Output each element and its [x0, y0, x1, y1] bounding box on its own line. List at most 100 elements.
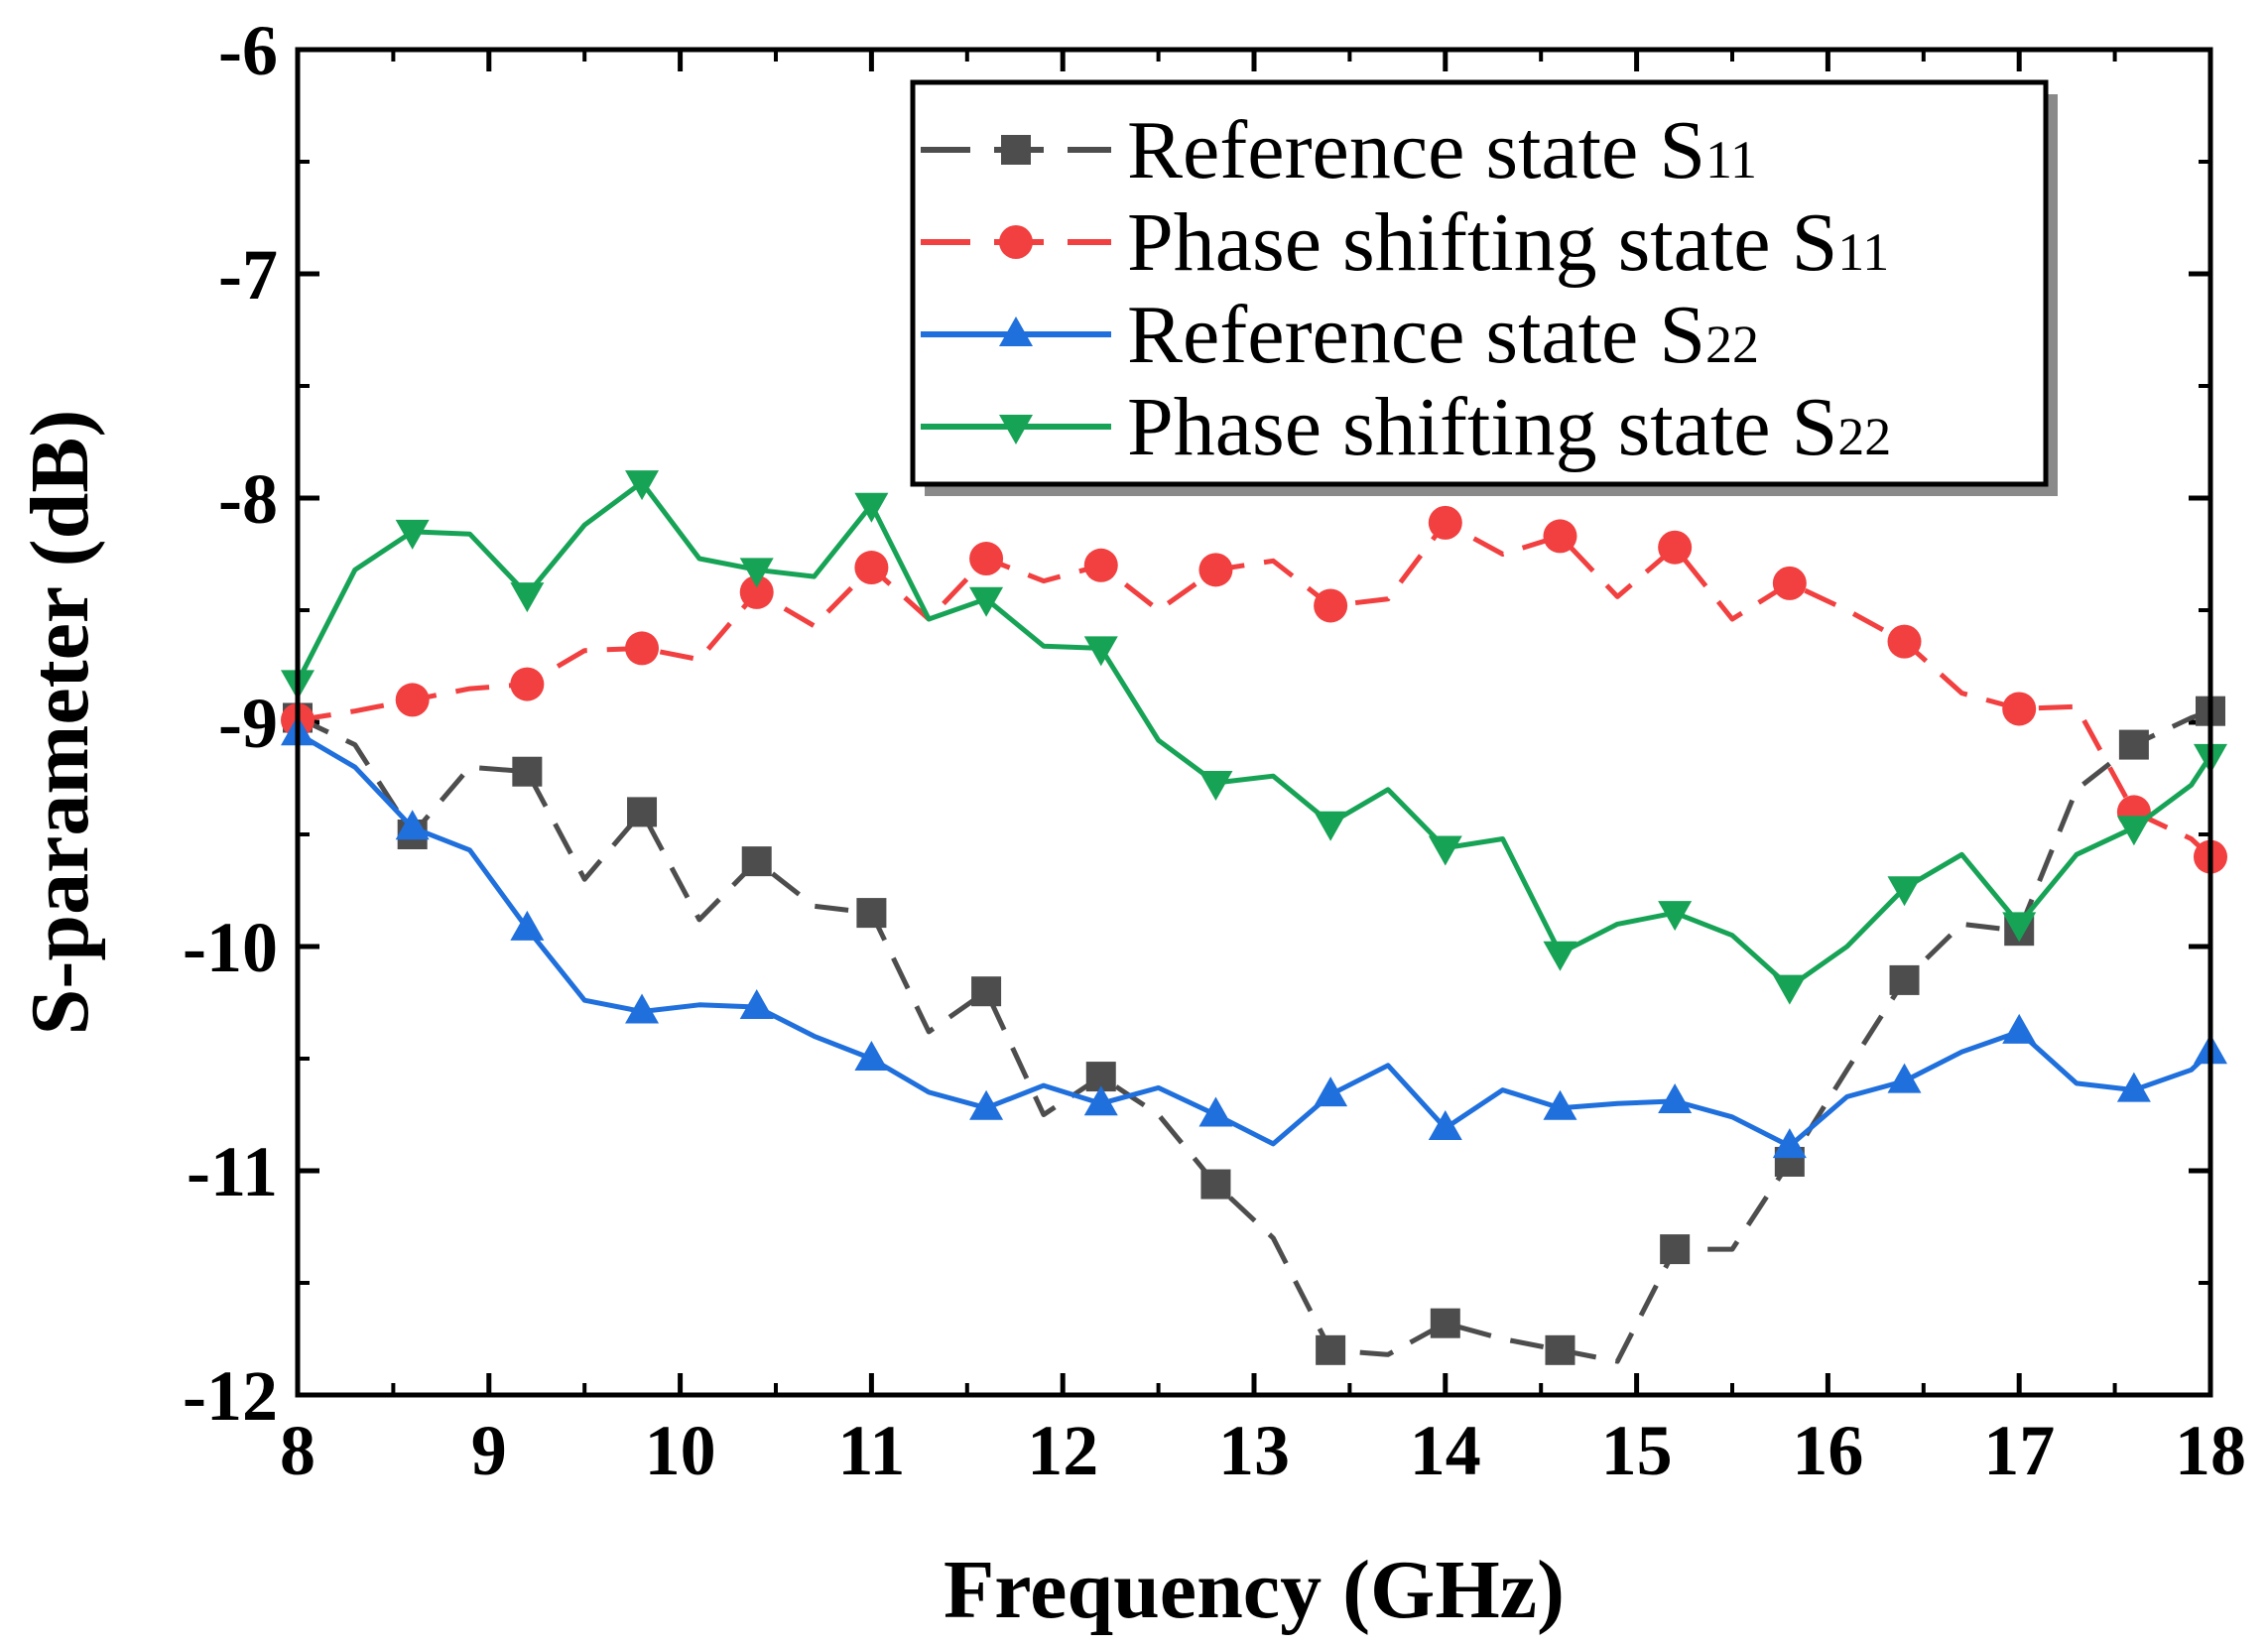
series-2 [281, 505, 2227, 874]
data-point [739, 558, 774, 588]
data-point [395, 810, 430, 840]
data-point [2116, 816, 2151, 846]
data-point [627, 797, 658, 827]
legend-label-main: Phase shifting state S [1127, 196, 1837, 289]
data-point [1660, 1234, 1691, 1265]
data-point [1772, 566, 1807, 600]
data-point [395, 683, 430, 717]
data-point [969, 542, 1004, 576]
legend-marker [999, 317, 1033, 346]
data-point [1887, 624, 1922, 659]
x-tick-label: 17 [1983, 1411, 2055, 1490]
data-point [1314, 811, 1348, 841]
legend-marker [999, 225, 1033, 259]
legend-label-subscript: 11 [1837, 222, 1889, 282]
legend-label-main: Reference state S [1127, 104, 1705, 196]
data-point [1543, 1089, 1577, 1120]
data-point [1198, 553, 1233, 587]
data-point [1545, 1334, 1575, 1365]
data-point [1430, 1308, 1460, 1338]
data-point [741, 846, 772, 877]
legend-entry-4: Phase shifting state S22 [921, 381, 1891, 473]
data-point [2002, 1013, 2037, 1044]
data-point [1083, 636, 1118, 667]
data-point [1658, 1082, 1693, 1113]
legend-entry-1: Reference state S11 [921, 104, 1757, 196]
series-line [297, 520, 2212, 859]
data-point [2002, 692, 2037, 726]
x-tick-label: 18 [2175, 1411, 2246, 1490]
data-point [2118, 729, 2149, 760]
data-point [625, 470, 660, 501]
data-point [854, 1041, 889, 1071]
y-tick-label: -6 [218, 11, 278, 90]
data-point [1083, 1085, 1118, 1116]
y-tick-label: -8 [218, 459, 278, 539]
x-tick-label: 15 [1601, 1411, 1673, 1490]
plot-series [281, 470, 2227, 1365]
legend-label: Phase shifting state S22 [1127, 381, 1891, 473]
data-point [1887, 1063, 1922, 1093]
y-tick-label: -10 [183, 908, 278, 987]
data-point [1658, 901, 1693, 932]
legend-label: Reference state S22 [1127, 289, 1759, 381]
x-tick-label: 8 [280, 1411, 315, 1490]
legend-entry-3: Reference state S22 [921, 289, 1759, 381]
y-axis-title: S-parameter (dB) [14, 410, 106, 1036]
x-axis-title: Frequency (GHz) [944, 1544, 1565, 1636]
series-line [296, 708, 2211, 1364]
series-line [296, 731, 2212, 1149]
legend-label-subscript: 22 [1837, 407, 1891, 466]
x-tick-label: 16 [1792, 1411, 1863, 1490]
data-point [1889, 964, 1920, 995]
data-point [1543, 941, 1577, 971]
plot-frame [295, 47, 2213, 1398]
legend-marker [999, 415, 1033, 444]
data-point [854, 551, 889, 585]
data-point [512, 756, 543, 787]
series-line [295, 479, 2213, 990]
data-point [1314, 1076, 1348, 1107]
y-tick-label: -12 [183, 1356, 278, 1436]
legend-label: Phase shifting state S11 [1127, 196, 1889, 289]
x-tick-label: 13 [1218, 1411, 1290, 1490]
legend-label-subscript: 22 [1705, 315, 1759, 374]
y-tick-label: -7 [218, 235, 278, 315]
data-point [1428, 835, 1462, 866]
data-point [2116, 1072, 2151, 1102]
data-point [1198, 771, 1233, 802]
data-point [854, 492, 889, 523]
legend-label: Reference state S11 [1127, 104, 1757, 196]
data-point [510, 667, 545, 701]
x-tick-label: 12 [1027, 1411, 1098, 1490]
data-point [625, 631, 660, 666]
data-point [1772, 1128, 1807, 1159]
data-point [1316, 1334, 1346, 1365]
data-point [739, 574, 774, 609]
tick-labels: 8 9 10 11 12 13 14 15 16 17 18 -6 -7 -8 -9 -10 -11 -12 [183, 11, 2246, 1490]
legend-entry-2: Phase shifting state S11 [921, 196, 1889, 289]
y-tick-label: -9 [218, 684, 278, 763]
data-point [971, 976, 1002, 1007]
data-point [739, 989, 774, 1020]
y-tick-label: -11 [187, 1132, 278, 1211]
x-tick-label: 10 [645, 1411, 716, 1490]
data-point [510, 582, 545, 613]
data-point [969, 1089, 1004, 1120]
data-point [856, 898, 887, 929]
legend-label-subscript: 11 [1705, 130, 1757, 190]
x-tick-label: 11 [837, 1411, 905, 1490]
data-point [625, 993, 660, 1024]
legend-label-main: Phase shifting state S [1127, 381, 1837, 473]
data-point [1428, 505, 1462, 540]
series-4 [281, 470, 2227, 1005]
data-point [1314, 588, 1348, 623]
legend-label-main: Reference state S [1127, 289, 1705, 381]
data-point [510, 910, 545, 941]
data-point [2002, 912, 2037, 943]
x-tick-label: 14 [1410, 1411, 1481, 1490]
legend-marker [1001, 135, 1031, 165]
data-point [1200, 1169, 1231, 1200]
